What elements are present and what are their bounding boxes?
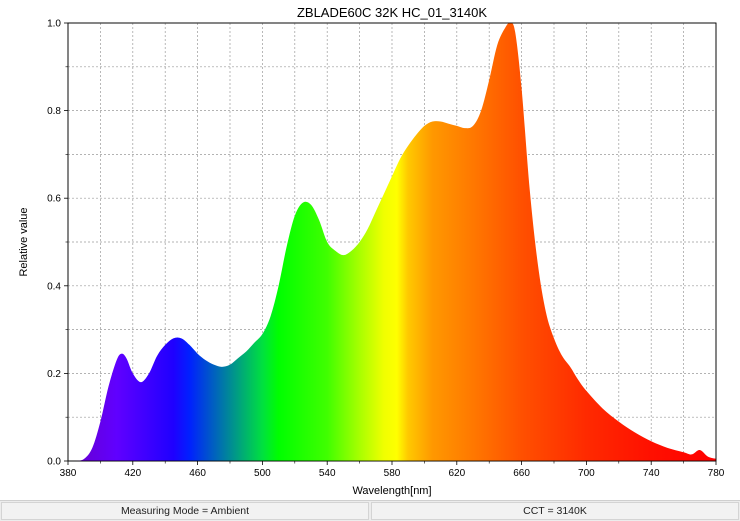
cct-status: CCT = 3140K (371, 502, 739, 520)
y-tick-label: 0.0 (47, 457, 61, 468)
x-tick-label: 420 (124, 468, 141, 479)
x-tick-label: 740 (643, 468, 660, 479)
status-bar: Measuring Mode = Ambient CCT = 3140K (0, 500, 740, 521)
spectrum-chart: ZBLADE60C 32K HC_01_3140K 380 420 460 500 540… (18, 5, 725, 497)
spectrum-area (68, 22, 716, 461)
chart-title: ZBLADE60C 32K HC_01_3140K (297, 5, 487, 20)
x-tick-label: 780 (708, 468, 725, 479)
y-axis-label: Relative value (18, 207, 30, 276)
y-tick-label: 0.8 (47, 106, 61, 117)
x-tick-label: 380 (60, 468, 77, 479)
x-tick-label: 580 (384, 468, 401, 479)
x-tick-label: 460 (189, 468, 206, 479)
x-tick-label: 500 (254, 468, 271, 479)
chart-canvas: ZBLADE60C 32K HC_01_3140K 380 420 460 500 540… (18, 5, 725, 497)
x-tick-label: 540 (319, 468, 336, 479)
x-tick-label: 660 (513, 468, 530, 479)
x-axis-label: Wavelength[nm] (352, 485, 431, 497)
y-tick-label: 1.0 (47, 19, 61, 30)
y-tick-label: 0.4 (47, 281, 61, 292)
x-tick-label: 700 (578, 468, 595, 479)
x-tick-label: 620 (448, 468, 465, 479)
y-tick-label: 0.2 (47, 369, 61, 380)
y-tick-label: 0.6 (47, 194, 61, 205)
measuring-mode-status: Measuring Mode = Ambient (1, 502, 369, 520)
